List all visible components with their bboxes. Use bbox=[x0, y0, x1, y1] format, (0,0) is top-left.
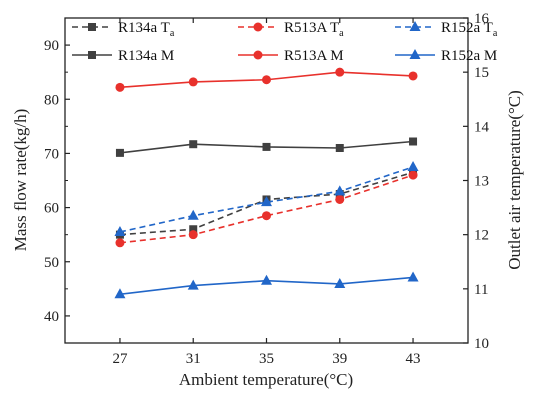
y-left-tick-label: 40 bbox=[44, 309, 59, 325]
data-point bbox=[189, 140, 198, 149]
y-left-tick-label: 50 bbox=[44, 255, 59, 271]
series-r152a-m bbox=[114, 271, 419, 299]
data-point bbox=[407, 160, 419, 171]
legend-item: R152a Ta bbox=[395, 20, 498, 39]
legend-label: R513A Ta bbox=[284, 20, 344, 39]
data-point bbox=[187, 279, 199, 290]
data-point bbox=[88, 23, 96, 31]
legend-item: R134a Ta bbox=[72, 20, 175, 39]
data-point bbox=[114, 225, 126, 236]
data-point bbox=[335, 67, 345, 77]
data-point bbox=[262, 142, 271, 151]
series-line bbox=[119, 166, 414, 233]
y-axis-label-left: Mass flow rate(kg/h) bbox=[11, 109, 30, 252]
y-right-tick-label: 15 bbox=[474, 65, 489, 81]
legend-label: R134a M bbox=[118, 48, 174, 64]
data-point bbox=[409, 21, 421, 31]
legend-item: R513A M bbox=[238, 48, 344, 64]
x-tick-label: 31 bbox=[186, 351, 201, 367]
x-tick-label: 35 bbox=[259, 351, 274, 367]
x-tick-label: 27 bbox=[112, 351, 128, 367]
y-right-tick-label: 13 bbox=[474, 174, 489, 190]
data-point bbox=[408, 71, 418, 81]
data-point bbox=[187, 209, 199, 220]
data-point bbox=[409, 49, 421, 59]
data-point bbox=[115, 148, 124, 157]
y-right-tick-label: 16 bbox=[474, 11, 490, 27]
data-point bbox=[261, 274, 272, 285]
data-point bbox=[409, 137, 418, 146]
series-line bbox=[119, 174, 414, 244]
y-axis-label-right: Outlet air temperature(°C) bbox=[505, 90, 524, 270]
data-point bbox=[115, 82, 125, 92]
series-r134a-m bbox=[115, 137, 418, 157]
x-axis-label: Ambient temperature(°C) bbox=[179, 370, 353, 389]
y-left-tick-label: 60 bbox=[44, 201, 59, 217]
data-point bbox=[335, 194, 345, 204]
y-right-tick-label: 12 bbox=[474, 228, 489, 244]
series-r152a-t bbox=[114, 160, 419, 236]
data-point bbox=[335, 144, 344, 152]
data-point bbox=[253, 50, 263, 60]
series-r513a-m bbox=[115, 67, 418, 92]
data-point bbox=[261, 196, 272, 207]
data-point bbox=[262, 211, 271, 221]
x-tick-label: 39 bbox=[332, 351, 347, 367]
legend-label: R152a M bbox=[441, 48, 497, 64]
data-point bbox=[407, 271, 419, 282]
data-point bbox=[188, 77, 198, 87]
series-r513a-t bbox=[115, 170, 418, 248]
data-point bbox=[334, 277, 346, 288]
legend-label: R134a Ta bbox=[118, 20, 175, 39]
y-right-tick-label: 14 bbox=[474, 119, 490, 135]
data-point bbox=[88, 51, 96, 59]
y-left-tick-label: 80 bbox=[44, 92, 59, 108]
legend-label: R152a Ta bbox=[441, 20, 498, 39]
data-point bbox=[114, 288, 126, 299]
legend-item: R513A Ta bbox=[238, 20, 344, 39]
data-point bbox=[189, 225, 198, 234]
legend-label: R513A M bbox=[284, 48, 344, 64]
x-tick-label: 43 bbox=[406, 351, 421, 367]
data-point bbox=[262, 75, 271, 85]
data-point bbox=[334, 185, 346, 196]
legend-item: R134a M bbox=[72, 48, 174, 64]
data-point bbox=[115, 238, 125, 248]
data-point bbox=[188, 230, 198, 240]
y-left-tick-label: 70 bbox=[44, 146, 59, 162]
y-right-tick-label: 10 bbox=[474, 336, 489, 352]
data-point bbox=[408, 170, 418, 180]
y-right-tick-label: 11 bbox=[474, 282, 488, 298]
legend-item: R152a M bbox=[395, 48, 497, 64]
y-left-tick-label: 90 bbox=[44, 38, 59, 54]
data-point bbox=[253, 22, 263, 32]
